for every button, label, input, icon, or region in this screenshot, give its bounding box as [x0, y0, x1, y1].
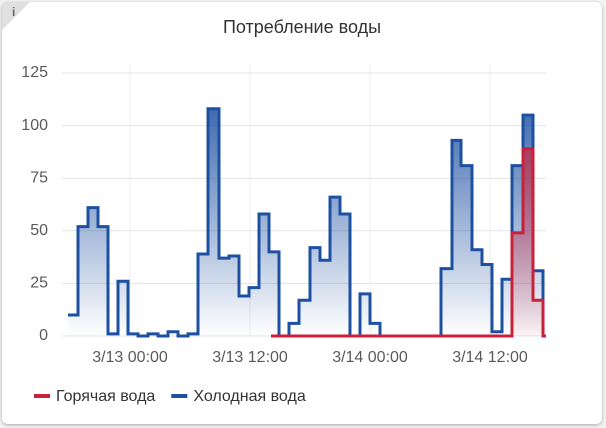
y-tick-label: 0	[39, 327, 48, 344]
area-fill	[271, 148, 546, 336]
y-tick-label: 75	[30, 169, 48, 186]
legend-label: Горячая вода	[56, 388, 155, 405]
y-tick-label: 50	[30, 222, 48, 239]
chart: i Потребление воды 0 25 50 75 100 125 3/13 00:…	[2, 2, 546, 405]
info-corner	[2, 2, 30, 30]
x-tick-label: 3/14 12:00	[452, 349, 528, 366]
card: i Потребление воды 0 25 50 75 100 125 3/13 00:…	[2, 2, 602, 424]
series-line	[271, 147, 546, 338]
area-fill	[68, 108, 546, 336]
x-tick-label: 3/14 00:00	[332, 349, 408, 366]
legend-label: Холодная вода	[193, 388, 305, 405]
chart-title: Потребление воды	[223, 17, 381, 37]
info-icon[interactable]: i	[12, 5, 15, 19]
x-tick-label: 3/13 12:00	[212, 349, 288, 366]
y-tick-label: 25	[30, 275, 48, 292]
y-tick-label: 125	[21, 64, 48, 81]
y-tick-label: 100	[21, 117, 48, 134]
x-tick-label: 3/13 00:00	[92, 349, 168, 366]
